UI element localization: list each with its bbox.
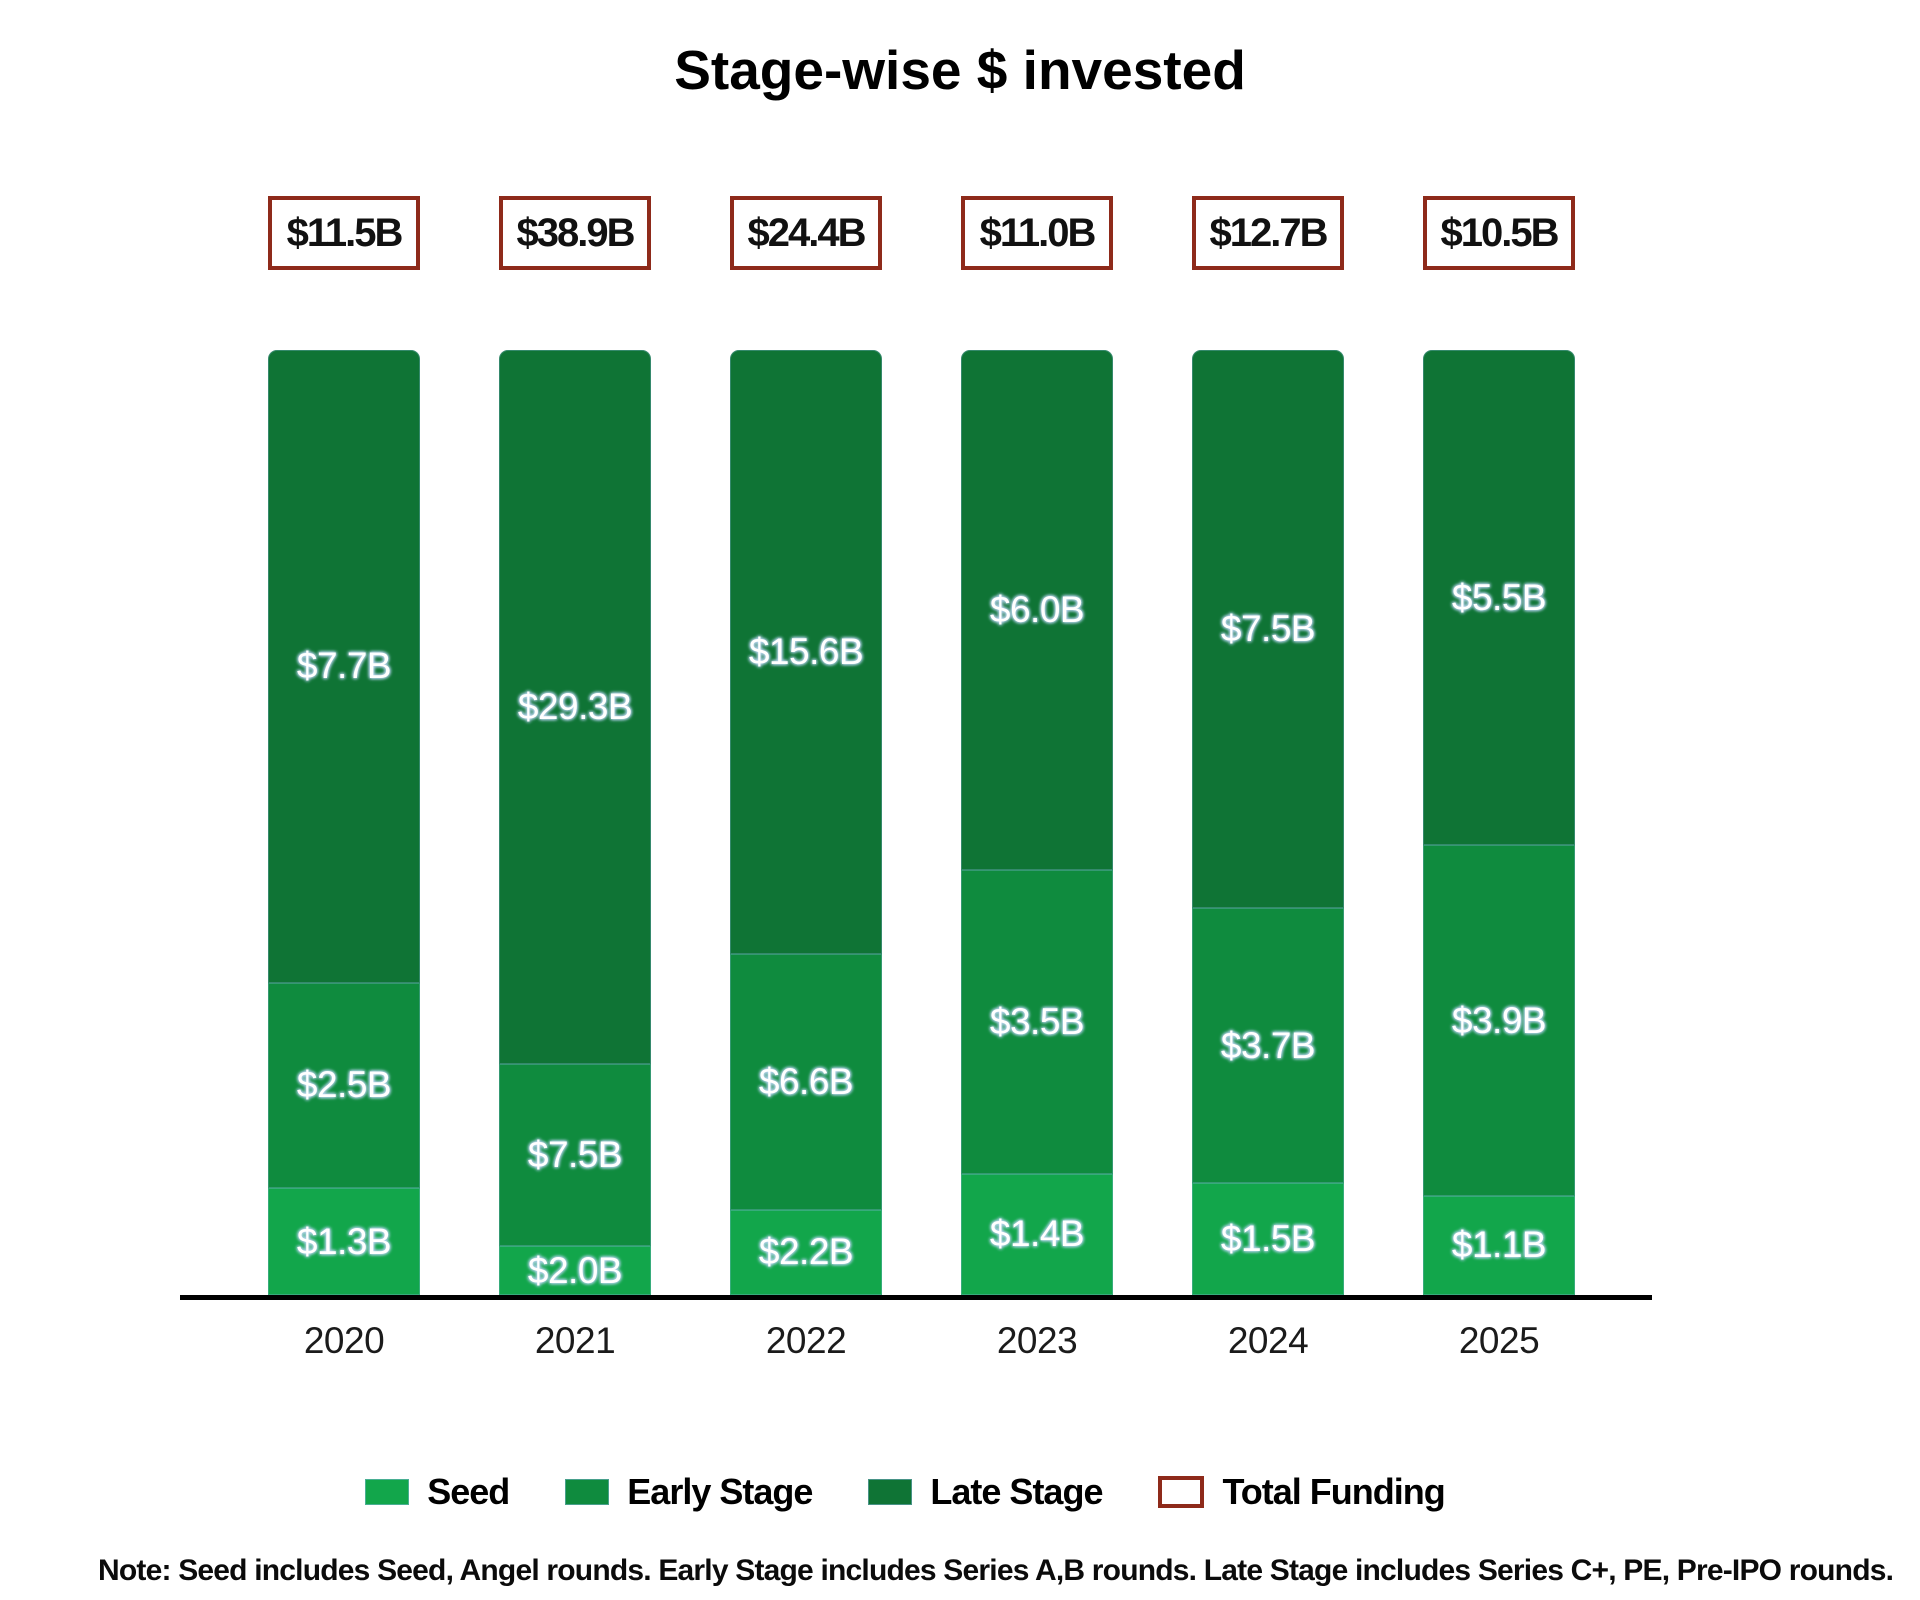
segment-value-label: $1.3B	[296, 1220, 392, 1262]
segment-value-label: $2.0B	[527, 1249, 623, 1291]
x-axis-label: 2020	[303, 1320, 385, 1361]
x-axis-label: 2025	[1458, 1320, 1540, 1361]
stacked-bar: $5.5B $3.9B $1.1B	[1423, 350, 1575, 1295]
early-stage-segment: $6.6B	[730, 954, 882, 1210]
total-funding-value: $11.0B	[979, 210, 1097, 255]
legend-label: Late Stage	[930, 1471, 1103, 1512]
early-stage-segment: $7.5B	[499, 1063, 651, 1247]
seed-segment: $2.2B	[730, 1209, 882, 1295]
chart-title: Stage-wise $ invested	[674, 39, 1246, 101]
late-stage-segment: $6.0B	[961, 350, 1113, 871]
x-axis-label: 2024	[1227, 1320, 1309, 1361]
segment-value-label: $2.5B	[296, 1064, 392, 1106]
x-axis-label: 2021	[534, 1320, 616, 1361]
bar-group-2023: $11.0B $6.0B $3.5B $1.4B 2023	[961, 196, 1113, 1362]
seed-segment: $2.0B	[499, 1246, 651, 1295]
early-stage-segment: $3.9B	[1423, 845, 1575, 1196]
segment-value-label: $1.4B	[989, 1213, 1085, 1255]
total-funding-box: $11.0B	[961, 196, 1113, 270]
legend-label: Total Funding	[1222, 1471, 1445, 1512]
seed-segment: $1.3B	[268, 1188, 420, 1295]
segment-value-label: $1.5B	[1220, 1218, 1316, 1260]
bar-group-2020: $11.5B $7.7B $2.5B $1.3B 2020	[268, 196, 420, 1362]
total-funding-value: $12.7B	[1209, 210, 1329, 255]
seed-swatch-icon	[365, 1479, 410, 1505]
x-axis-line	[180, 1295, 1652, 1300]
segment-value-label: $7.5B	[1220, 608, 1316, 650]
segment-value-label: $3.7B	[1220, 1024, 1316, 1066]
x-axis-label: 2023	[996, 1320, 1078, 1361]
footnote: Note: Seed includes Seed, Angel rounds. …	[98, 1554, 1894, 1587]
total-funding-value: $38.9B	[516, 210, 636, 255]
seed-segment: $1.4B	[961, 1173, 1113, 1295]
early-stage-swatch-icon	[565, 1479, 610, 1505]
segment-value-label: $5.5B	[1451, 576, 1547, 618]
segment-value-label: $29.3B	[517, 685, 633, 727]
segment-value-label: $6.0B	[989, 589, 1085, 631]
legend-item-late-stage: Late Stage	[868, 1471, 1103, 1513]
segment-value-label: $2.2B	[758, 1231, 854, 1273]
total-funding-box: $12.7B	[1192, 196, 1344, 270]
legend-label: Early Stage	[627, 1471, 813, 1512]
stacked-bar: $29.3B $7.5B $2.0B	[499, 350, 651, 1295]
early-stage-segment: $3.7B	[1192, 908, 1344, 1184]
segment-value-label: $6.6B	[758, 1060, 854, 1102]
late-stage-segment: $15.6B	[730, 350, 882, 955]
legend-label: Seed	[427, 1471, 510, 1512]
total-funding-box: $38.9B	[499, 196, 651, 270]
legend-item-total-funding: Total Funding	[1158, 1471, 1446, 1513]
stacked-bar: $7.5B $3.7B $1.5B	[1192, 350, 1344, 1295]
late-stage-segment: $7.5B	[1192, 350, 1344, 909]
segment-value-label: $3.5B	[989, 1000, 1085, 1042]
segment-value-label: $7.7B	[296, 645, 392, 687]
segment-value-label: $15.6B	[748, 631, 864, 673]
total-funding-swatch-icon	[1158, 1476, 1205, 1508]
total-funding-value: $24.4B	[747, 210, 867, 255]
late-stage-segment: $29.3B	[499, 350, 651, 1064]
early-stage-segment: $3.5B	[961, 870, 1113, 1174]
seed-segment: $1.5B	[1192, 1183, 1344, 1295]
segment-value-label: $3.9B	[1451, 999, 1547, 1041]
total-funding-box: $24.4B	[730, 196, 882, 270]
late-stage-swatch-icon	[868, 1479, 913, 1505]
total-funding-value: $10.5B	[1440, 210, 1560, 255]
stacked-bar: $7.7B $2.5B $1.3B	[268, 350, 420, 1295]
stacked-bar: $15.6B $6.6B $2.2B	[730, 350, 882, 1295]
seed-segment: $1.1B	[1423, 1196, 1575, 1295]
total-funding-box: $10.5B	[1423, 196, 1575, 270]
late-stage-segment: $5.5B	[1423, 350, 1575, 845]
bar-group-2021: $38.9B $29.3B $7.5B $2.0B 2021	[499, 196, 651, 1362]
late-stage-segment: $7.7B	[268, 350, 420, 983]
total-funding-box: $11.5B	[268, 196, 420, 270]
stacked-bar: $6.0B $3.5B $1.4B	[961, 350, 1113, 1295]
legend-item-early-stage: Early Stage	[565, 1471, 813, 1513]
bar-group-2022: $24.4B $15.6B $6.6B $2.2B 2022	[730, 196, 882, 1362]
bar-group-2024: $12.7B $7.5B $3.7B $1.5B 2024	[1192, 196, 1344, 1362]
early-stage-segment: $2.5B	[268, 982, 420, 1189]
bar-group-2025: $10.5B $5.5B $3.9B $1.1B 2025	[1423, 196, 1575, 1362]
legend-item-seed: Seed	[365, 1471, 510, 1513]
segment-value-label: $7.5B	[527, 1133, 623, 1175]
x-axis-label: 2022	[765, 1320, 847, 1361]
total-funding-value: $11.5B	[286, 210, 404, 255]
segment-value-label: $1.1B	[1451, 1224, 1547, 1266]
legend: Seed Early Stage Late Stage Total Fundin…	[0, 1466, 1810, 1518]
